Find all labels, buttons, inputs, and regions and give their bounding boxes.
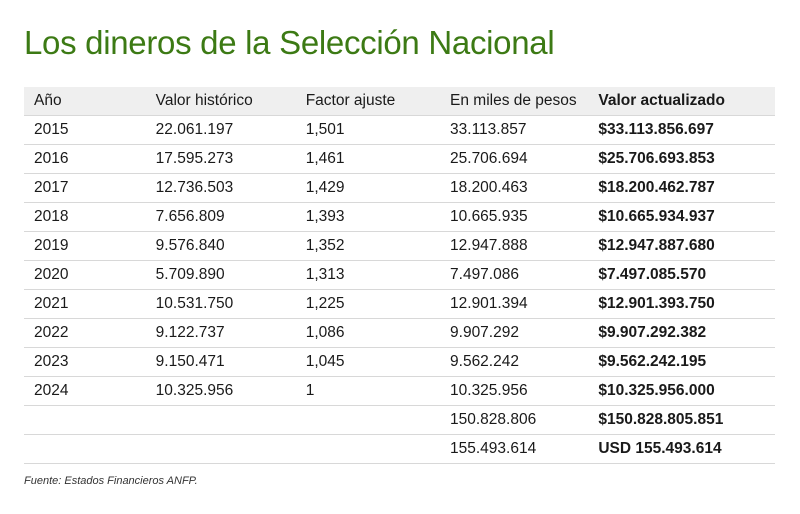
cell-historico: 17.595.273: [155, 144, 306, 174]
cell-year: 2023: [24, 347, 156, 377]
cell-miles: 33.113.857: [450, 115, 599, 145]
total-miles: 150.828.806: [450, 405, 599, 435]
cell-miles: 7.497.086: [450, 260, 599, 290]
table-row: 2023 9.150.471 1,045 9.562.242 $9.562.24…: [24, 347, 775, 377]
table-row: 2015 22.061.197 1,501 33.113.857 $33.113…: [24, 115, 775, 145]
cell-factor: 1,429: [305, 173, 451, 203]
header-actualizado: Valor actualizado: [598, 87, 775, 116]
cell-factor: 1,501: [305, 115, 451, 145]
total-row: 150.828.806 $150.828.805.851: [24, 405, 775, 435]
header-factor: Factor ajuste: [305, 87, 451, 116]
cell-historico: 10.531.750: [155, 289, 306, 319]
cell-actualizado: $10.325.956.000: [598, 376, 775, 406]
finance-table: Año Valor histórico Factor ajuste En mil…: [24, 87, 775, 464]
cell-historico: 5.709.890: [155, 260, 306, 290]
cell-year: 2015: [24, 115, 156, 145]
cell-miles: 9.562.242: [450, 347, 599, 377]
cell-actualizado: $9.562.242.195: [598, 347, 775, 377]
cell-empty: [155, 434, 306, 464]
cell-factor: 1,352: [305, 231, 451, 261]
header-miles: En miles de pesos: [450, 87, 599, 116]
cell-year: 2021: [24, 289, 156, 319]
table-body: 2015 22.061.197 1,501 33.113.857 $33.113…: [24, 115, 775, 464]
cell-miles: 12.947.888: [450, 231, 599, 261]
cell-actualizado: $10.665.934.937: [598, 202, 775, 232]
cell-year: 2017: [24, 173, 156, 203]
table-row: 2019 9.576.840 1,352 12.947.888 $12.947.…: [24, 231, 775, 261]
cell-factor: 1,393: [305, 202, 451, 232]
cell-actualizado: $12.901.393.750: [598, 289, 775, 319]
total-actualizado: $150.828.805.851: [598, 405, 775, 435]
cell-factor: 1,045: [305, 347, 451, 377]
cell-historico: 9.150.471: [155, 347, 306, 377]
cell-empty: [305, 434, 451, 464]
cell-miles: 10.325.956: [450, 376, 599, 406]
cell-actualizado: $7.497.085.570: [598, 260, 775, 290]
cell-empty: [24, 405, 156, 435]
cell-year: 2024: [24, 376, 156, 406]
cell-year: 2022: [24, 318, 156, 348]
source-note: Fuente: Estados Financieros ANFP.: [24, 475, 198, 487]
cell-actualizado: $25.706.693.853: [598, 144, 775, 174]
cell-factor: 1: [305, 376, 451, 406]
cell-actualizado: $18.200.462.787: [598, 173, 775, 203]
table-row: 2016 17.595.273 1,461 25.706.694 $25.706…: [24, 144, 775, 174]
cell-historico: 10.325.956: [155, 376, 306, 406]
cell-year: 2018: [24, 202, 156, 232]
cell-factor: 1,086: [305, 318, 451, 348]
table-row: 2022 9.122.737 1,086 9.907.292 $9.907.29…: [24, 318, 775, 348]
table-row: 2018 7.656.809 1,393 10.665.935 $10.665.…: [24, 202, 775, 232]
cell-miles: 25.706.694: [450, 144, 599, 174]
cell-actualizado: $33.113.856.697: [598, 115, 775, 145]
cell-historico: 22.061.197: [155, 115, 306, 145]
cell-year: 2016: [24, 144, 156, 174]
total-usd: USD 155.493.614: [598, 434, 775, 464]
cell-miles: 10.665.935: [450, 202, 599, 232]
table-row: 2020 5.709.890 1,313 7.497.086 $7.497.08…: [24, 260, 775, 290]
cell-empty: [24, 434, 156, 464]
cell-factor: 1,461: [305, 144, 451, 174]
page-title: Los dineros de la Selección Nacional: [24, 24, 555, 61]
cell-historico: 12.736.503: [155, 173, 306, 203]
table-row: 2021 10.531.750 1,225 12.901.394 $12.901…: [24, 289, 775, 319]
cell-year: 2020: [24, 260, 156, 290]
cell-year: 2019: [24, 231, 156, 261]
cell-miles: 12.901.394: [450, 289, 599, 319]
cell-actualizado: $12.947.887.680: [598, 231, 775, 261]
cell-factor: 1,313: [305, 260, 451, 290]
table-row: 2024 10.325.956 1 10.325.956 $10.325.956…: [24, 376, 775, 406]
cell-miles: 9.907.292: [450, 318, 599, 348]
cell-empty: [155, 405, 306, 435]
table-header-row: Año Valor histórico Factor ajuste En mil…: [24, 87, 775, 116]
cell-empty: [305, 405, 451, 435]
cell-historico: 9.122.737: [155, 318, 306, 348]
cell-historico: 9.576.840: [155, 231, 306, 261]
table-row: 2017 12.736.503 1,429 18.200.463 $18.200…: [24, 173, 775, 203]
cell-miles: 18.200.463: [450, 173, 599, 203]
cell-factor: 1,225: [305, 289, 451, 319]
header-year: Año: [24, 87, 156, 116]
cell-historico: 7.656.809: [155, 202, 306, 232]
cell-actualizado: $9.907.292.382: [598, 318, 775, 348]
total-usd-row: 155.493.614 USD 155.493.614: [24, 434, 775, 464]
header-historico: Valor histórico: [155, 87, 306, 116]
total-usd-miles: 155.493.614: [450, 434, 599, 464]
